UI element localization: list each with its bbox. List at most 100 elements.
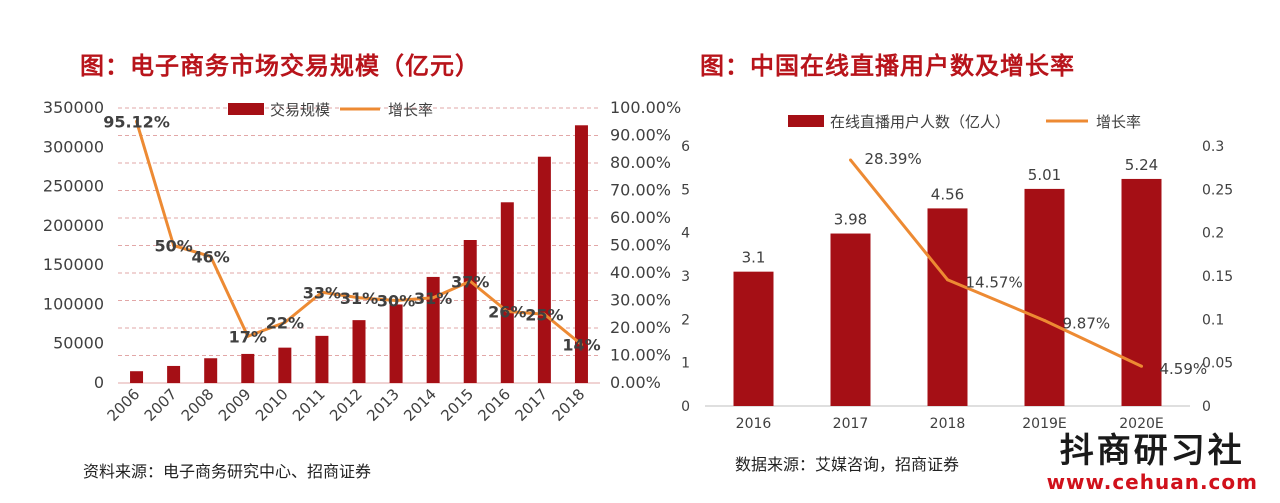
right-axis-tick-label: 90.00% <box>610 126 671 145</box>
line-data-label: 28.39% <box>865 150 922 168</box>
x-axis-tick-label: 2011 <box>289 385 329 425</box>
left-axis-tick-label: 50000 <box>53 334 104 353</box>
watermark-text: 抖商研习社 <box>1059 431 1245 471</box>
right-axis-tick-label: 0 <box>1202 399 1211 415</box>
bar-data-label: 3.98 <box>834 211 867 229</box>
right-axis-tick-label: 0.05 <box>1202 356 1233 372</box>
chart2-title: 图：中国在线直播用户数及增长率 <box>700 52 1075 80</box>
bar-data-label: 4.56 <box>931 185 964 203</box>
bar-2012 <box>352 320 366 383</box>
legend-bar-swatch <box>228 103 264 115</box>
line-data-label: 14.57% <box>966 274 1023 292</box>
growth-rate-point <box>505 310 509 313</box>
right-axis-tick-label: 50.00% <box>610 236 671 255</box>
right-axis-tick-label: 80.00% <box>610 153 671 172</box>
line-data-label: 9.87% <box>1063 314 1111 332</box>
left-axis-tick-label: 200000 <box>43 216 104 235</box>
line-data-label: 31% <box>340 289 378 308</box>
bar-2006 <box>130 371 144 383</box>
chart1-source: 资料来源：电子商务研究中心、招商证券 <box>83 462 372 481</box>
line-data-label: 46% <box>192 248 230 267</box>
x-axis-tick-label: 2020E <box>1119 416 1163 432</box>
left-axis-tick-label: 300000 <box>43 137 104 156</box>
growth-rate-line <box>849 159 1143 368</box>
right-axis-tick-label: 20.00% <box>610 318 671 337</box>
x-axis-tick-label: 2016 <box>474 385 514 425</box>
x-axis-tick-label: 2014 <box>400 385 440 425</box>
line-data-label: 26% <box>488 303 526 322</box>
growth-rate-point <box>209 255 213 258</box>
x-axis-tick-label: 2009 <box>215 385 255 425</box>
x-axis-tick-label: 2018 <box>930 416 966 432</box>
bar-2009 <box>241 353 255 383</box>
bar-data-label: 5.24 <box>1125 156 1158 174</box>
left-axis-tick-label: 350000 <box>43 98 104 117</box>
x-axis-tick-label: 2006 <box>104 385 144 425</box>
legend-line-label: 增长率 <box>1096 113 1141 131</box>
growth-rate-point <box>542 312 546 316</box>
bar-data-label: 5.01 <box>1028 166 1061 184</box>
x-axis-tick-label: 2012 <box>326 385 366 425</box>
growth-rate-point <box>320 290 324 294</box>
growth-rate-point <box>172 244 176 247</box>
bar-data-label: 3.1 <box>742 249 766 267</box>
right-axis-tick-label: 0.3 <box>1202 139 1224 155</box>
left-axis-tick-label: 0 <box>94 373 104 392</box>
growth-rate-point <box>468 279 472 283</box>
x-axis-tick-label: 2013 <box>363 385 403 425</box>
growth-rate-point <box>849 158 852 162</box>
left-axis-tick-label: 2 <box>681 312 690 328</box>
bar-2015 <box>463 240 477 383</box>
line-data-label: 22% <box>266 314 304 333</box>
right-axis-tick-label: 70.00% <box>610 181 671 200</box>
growth-rate-point <box>394 299 398 302</box>
line-data-label: 33% <box>303 283 341 302</box>
chart1: 0 50000 100000 150000 200000 250000 300000 3500… <box>43 98 681 425</box>
growth-rate-point <box>246 334 250 338</box>
x-axis-tick-label: 2008 <box>178 385 218 425</box>
growth-rate-point <box>946 278 949 282</box>
line-data-label: 31% <box>414 289 452 308</box>
line-data-label: 30% <box>377 292 415 311</box>
legend-line-label: 增长率 <box>388 101 433 119</box>
x-axis-tick-label: 2019E <box>1022 416 1066 432</box>
right-axis-tick-label: 0.1 <box>1202 312 1224 328</box>
x-axis-tick-label: 2018 <box>549 385 589 425</box>
bar-2016 <box>500 202 514 383</box>
left-axis-tick-label: 1 <box>681 356 690 372</box>
growth-rate-point <box>1140 364 1143 368</box>
left-axis-tick-label: 100000 <box>43 294 104 313</box>
bar-2017 <box>830 233 871 406</box>
x-axis-tick-label: 2017 <box>833 416 869 432</box>
right-axis-tick-label: 40.00% <box>610 263 671 282</box>
x-axis-tick-label: 2015 <box>437 385 477 425</box>
line-data-label: 14% <box>562 336 600 355</box>
x-axis-tick-label: 2007 <box>141 385 181 425</box>
bar-2017 <box>537 156 551 383</box>
line-data-label: 50% <box>154 237 192 256</box>
growth-rate-point <box>135 119 139 123</box>
bar-2018 <box>574 125 588 384</box>
x-axis-tick-label: 2016 <box>736 416 772 432</box>
bar-2020E <box>1121 178 1162 406</box>
growth-rate-point <box>357 296 361 300</box>
right-axis-tick-label: 100.00% <box>610 98 681 117</box>
growth-rate-point <box>431 296 435 300</box>
left-axis-tick-label: 5 <box>681 182 690 198</box>
left-axis-tick-label: 150000 <box>43 255 104 274</box>
x-axis-tick-label: 2010 <box>252 385 292 425</box>
line-data-label: 37% <box>451 272 489 291</box>
line-data-label: 95.12% <box>103 112 170 131</box>
bar-2013 <box>389 304 403 383</box>
x-axis-tick-label: 2017 <box>511 385 551 425</box>
bar-2008 <box>204 358 218 383</box>
bar-2016 <box>733 271 774 406</box>
left-axis-tick-label: 6 <box>681 139 690 155</box>
line-data-label: 4.59% <box>1160 360 1208 378</box>
left-axis-tick-label: 3 <box>681 269 690 285</box>
bar-2018 <box>927 208 968 406</box>
watermark: 抖商研习社 www.cehuan.com <box>1047 431 1258 493</box>
watermark-url: www.cehuan.com <box>1046 470 1258 494</box>
right-axis-tick-label: 0.25 <box>1202 182 1233 198</box>
